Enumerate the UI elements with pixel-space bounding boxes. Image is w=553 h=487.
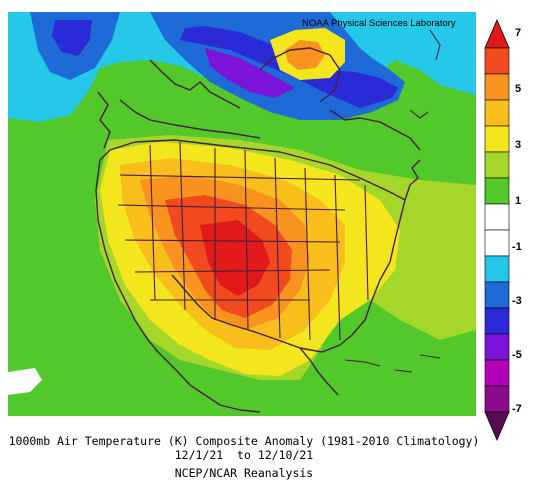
caption-line-3: NCEP/NCAR Reanalysis bbox=[175, 466, 313, 480]
colorbar-tick-label: -3 bbox=[512, 295, 522, 307]
credit-text: NOAA Physical Sciences Laboratory bbox=[302, 18, 456, 29]
warm-anomaly-north-orange bbox=[285, 40, 325, 70]
state-borders bbox=[117, 141, 369, 341]
colorbar-bottom-arrow bbox=[484, 411, 510, 442]
colorbar-seg-6 bbox=[484, 177, 510, 205]
islands bbox=[344, 29, 441, 373]
colorbar-seg-14 bbox=[484, 385, 510, 413]
colorbar-tick-label: 3 bbox=[515, 139, 521, 151]
coastlines bbox=[95, 47, 421, 413]
colorbar-seg-3 bbox=[484, 99, 510, 127]
colorbar-seg-7 bbox=[484, 203, 510, 231]
colorbar-seg-10 bbox=[484, 281, 510, 309]
neutral-patch bbox=[8, 368, 42, 395]
colorbar-seg-9 bbox=[484, 255, 510, 283]
cold-anomaly-darkblue-west bbox=[52, 20, 92, 56]
warm-anomaly-red bbox=[200, 220, 270, 296]
caption-line-1: 1000mb Air Temperature (K) Composite Ano… bbox=[9, 434, 480, 448]
colorbar-tick-label: 5 bbox=[515, 83, 521, 95]
colorbar-seg-2 bbox=[484, 73, 510, 101]
colorbar-seg-1 bbox=[484, 47, 510, 75]
colorbar-tick-label: -7 bbox=[512, 403, 522, 415]
colorbar-tick-label: -1 bbox=[512, 241, 522, 253]
colorbar-seg-4 bbox=[484, 125, 510, 153]
cold-anomaly-purple bbox=[205, 48, 295, 98]
colorbar-seg-11 bbox=[484, 307, 510, 335]
colorbar-seg-12 bbox=[484, 333, 510, 361]
colorbar-tick-label: 1 bbox=[515, 195, 521, 207]
colorbar-tick-label: -5 bbox=[512, 349, 522, 361]
colorbar: 7 5 3 1 -1 -3 -5 -7 bbox=[484, 18, 522, 442]
colorbar-top-arrow bbox=[484, 18, 510, 49]
caption-line-2: 12/1/21 to 12/10/21 bbox=[175, 448, 314, 462]
colorbar-seg-13 bbox=[484, 359, 510, 387]
colorbar-seg-5 bbox=[484, 151, 510, 179]
map-panel bbox=[8, 12, 476, 416]
colorbar-seg-8 bbox=[484, 229, 510, 257]
colorbar-tick-label: 7 bbox=[515, 27, 521, 39]
